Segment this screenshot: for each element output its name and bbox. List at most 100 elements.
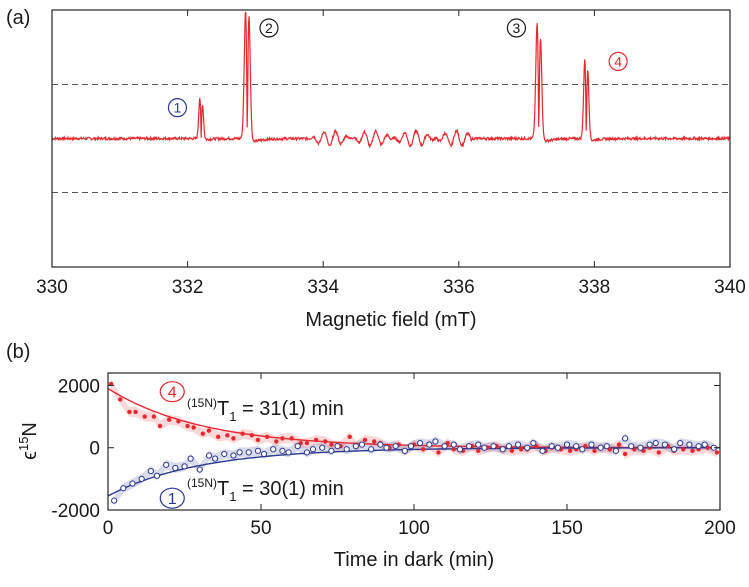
y-tick-label: -2000 [51,501,100,522]
peak-label-4: 4 [608,51,628,72]
data-point-series-4 [323,439,328,444]
data-point-series-1 [628,443,635,450]
data-point-series-4 [681,447,686,452]
y-title-n: N [19,422,41,436]
data-point-series-4 [176,419,181,424]
data-point-series-4 [347,434,352,440]
data-point-series-4 [191,425,196,430]
data-point-series-1 [441,443,448,450]
data-point-series-4 [167,417,172,422]
uncertainty-band-4 [111,378,717,459]
data-point-series-1 [465,443,473,450]
data-point-series-1 [637,444,644,451]
data-point-series-4 [200,431,206,436]
data-point-series-4 [133,409,138,415]
data-point-series-1 [187,455,194,462]
fit-label-blue: (15N)T1 = 30(1) min [187,476,344,504]
data-point-series-1 [661,441,669,448]
data-point-series-4 [420,447,426,452]
data-point-series-1 [111,497,118,504]
data-point-series-1 [377,441,384,448]
data-point-series-4 [476,448,481,454]
x-tick-label: 100 [398,518,430,539]
panel-a-label: (a) [6,7,30,29]
panel-a-spectrum: (a) 330 332 334 336 338 340 1 2 3 4 Magnetic fie… [6,7,746,331]
x-tick-label: 50 [250,518,271,539]
svg-text:4: 4 [168,385,177,402]
data-point-series-1 [147,467,154,475]
data-point-series-1 [352,443,359,450]
panel-a-x-axis-title: Magnetic field (mT) [305,309,476,331]
x-tick-label: 334 [307,277,339,298]
data-point-series-4 [289,436,294,441]
y-tick-label: 0 [89,439,100,460]
epr-spectrum-line [51,11,731,149]
panel-a-peak-labels: 1 2 3 4 [167,18,628,118]
panel-b-x-ticks: 0 50 100 150 200 [103,373,736,539]
data-point-series-4 [142,414,147,419]
data-point-series-1 [163,461,170,468]
data-point-series-4 [329,442,334,447]
panel-b-y-axis-title: ϵ15N [16,422,41,460]
data-point-series-4 [151,414,157,419]
svg-text:1: 1 [174,100,182,116]
data-point-series-1 [309,446,317,453]
data-point-series-4 [215,434,221,440]
data-point-series-4 [518,447,524,452]
data-point-series-4 [127,409,132,415]
data-point-series-1 [383,444,390,451]
data-point-series-1 [334,443,341,450]
data-point-series-4 [231,436,236,441]
data-point-series-1 [603,443,610,450]
data-point-series-1 [579,446,586,453]
data-point-series-1 [499,446,506,453]
data-point-series-1 [401,447,408,454]
data-point-series-4 [280,436,285,441]
data-point-series-1 [221,450,228,458]
data-point-series-4 [206,428,212,433]
x-tick-label: 338 [579,277,611,298]
data-point-series-1 [230,452,237,459]
data-point-series-1 [368,446,375,453]
x-tick-label: 332 [172,277,204,298]
data-point-series-4 [264,434,270,440]
x-tick-label: 340 [714,277,746,298]
data-point-series-4 [240,431,245,436]
data-point-series-1 [343,446,350,453]
data-point-series-1 [686,441,693,448]
data-point-series-1 [490,443,497,450]
data-point-series-4 [185,423,190,429]
svg-text:2: 2 [265,20,273,36]
data-point-series-1 [514,441,522,448]
data-point-series-4 [274,439,279,444]
data-point-series-4 [567,448,573,454]
data-point-series-1 [407,443,415,450]
peak-label-3: 3 [506,18,527,38]
panel-b-series-labels: 41 [159,381,185,509]
data-point-series-1 [588,441,595,448]
data-point-series-1 [597,444,604,451]
data-point-series-1 [563,441,571,448]
data-point-series-1 [120,485,127,492]
data-point-series-1 [358,441,366,448]
data-point-series-4 [362,437,368,443]
data-point-series-4 [451,447,456,452]
data-point-series-1 [622,435,629,442]
reference-lines [52,84,730,193]
series-label-1: 1 [159,487,185,509]
y-title-sup: 15 [16,437,31,451]
data-point-series-1 [456,446,463,453]
fit-label-red: (15N)T1 = 31(1) min [187,396,344,424]
data-point-series-1 [129,480,136,487]
data-point-series-4 [118,397,123,402]
panel-a-axes-box [51,9,731,268]
data-point-series-1 [426,441,433,448]
x-tick-label: 330 [36,277,68,298]
data-point-series-1 [138,475,145,482]
series-label-4: 4 [159,381,185,403]
x-tick-label: 0 [103,518,114,539]
panel-b-y-ticks: -2000 0 2000 [51,376,720,522]
data-point-series-1 [646,441,653,448]
data-point-series-1 [303,449,310,456]
peak-label-2: 2 [259,18,279,38]
